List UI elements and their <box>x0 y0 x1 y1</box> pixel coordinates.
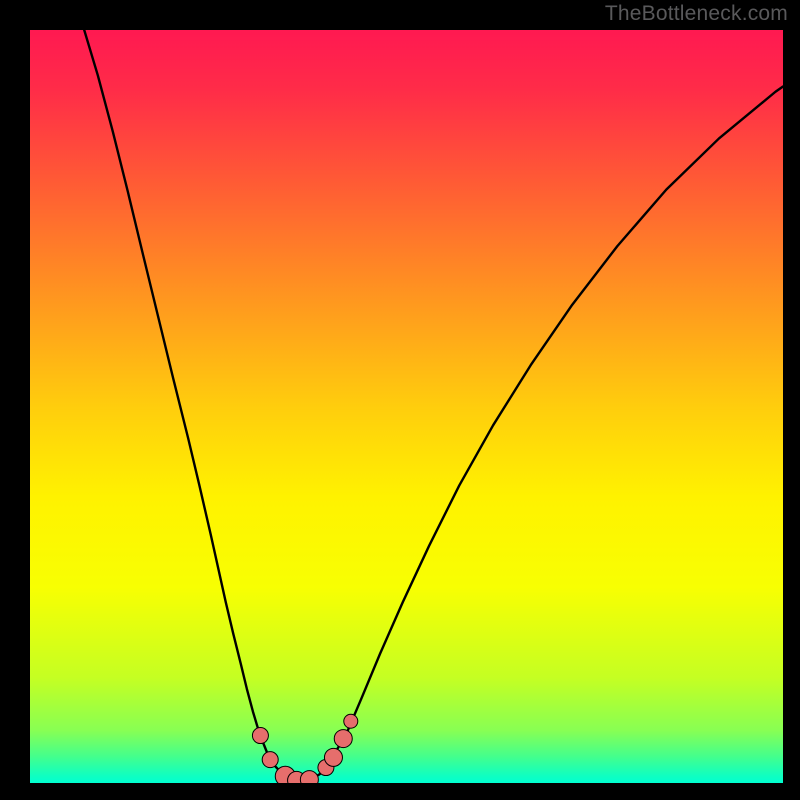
data-marker <box>334 730 352 748</box>
data-marker <box>324 748 342 766</box>
chart-background <box>30 30 783 783</box>
data-marker <box>252 728 268 744</box>
data-marker <box>262 752 278 768</box>
data-marker <box>344 714 358 728</box>
watermark: TheBottleneck.com <box>605 2 788 26</box>
bottleneck-chart <box>30 30 783 783</box>
